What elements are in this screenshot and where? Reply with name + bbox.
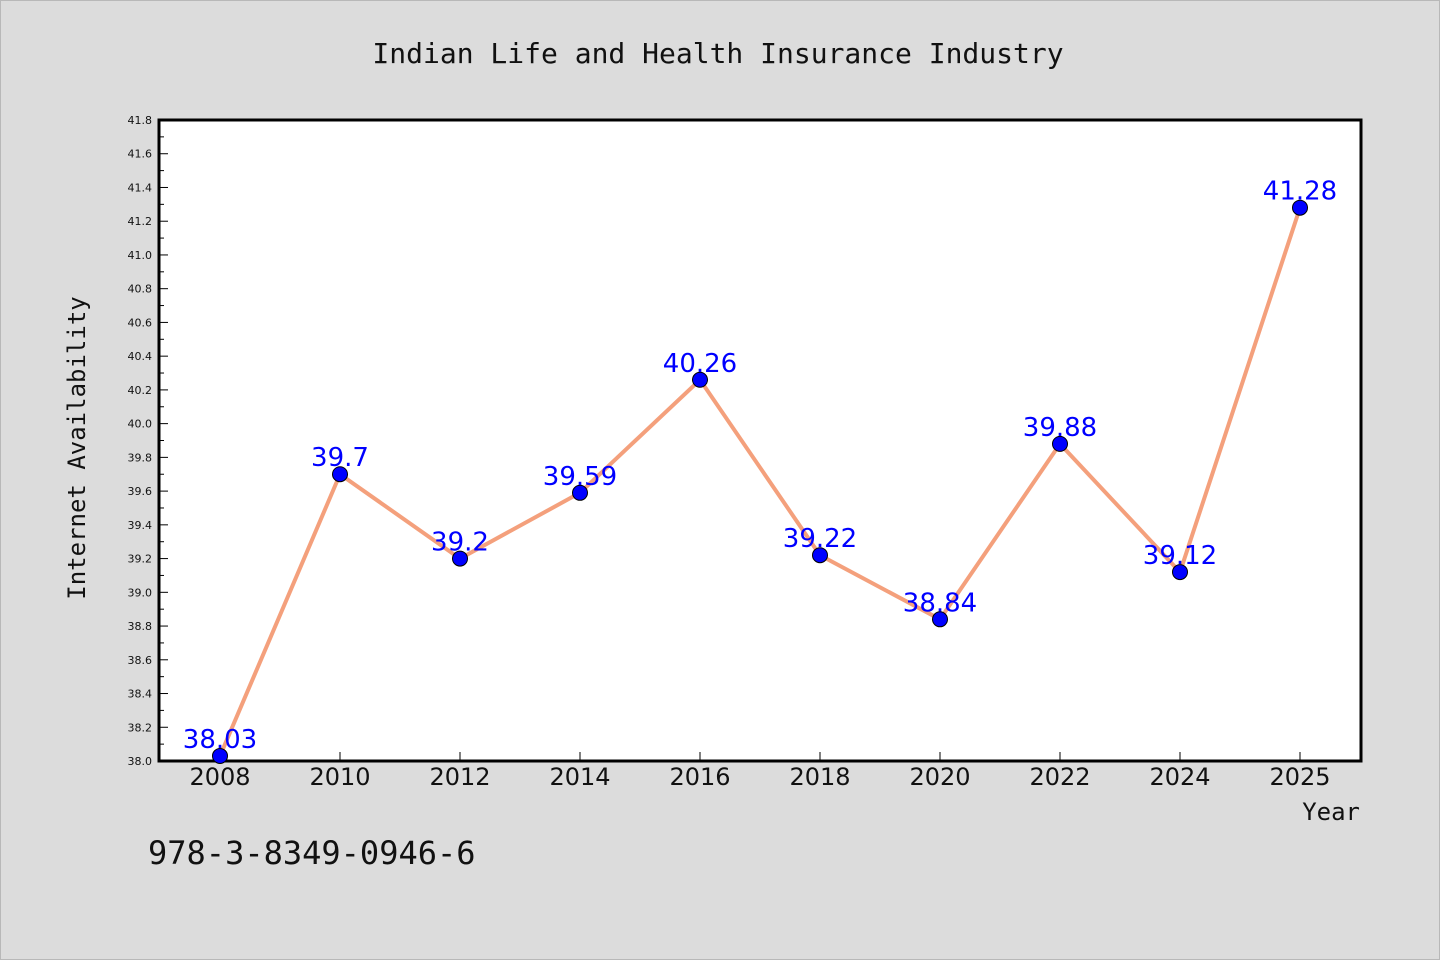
y-tick-label: 41.0 <box>128 249 153 262</box>
x-axis-ticks: 2008 2010 2012 2014 2016 2018 2020 2022 2024 2025 <box>189 752 1331 791</box>
x-tick-label: 2020 <box>909 763 970 791</box>
data-point <box>692 371 708 388</box>
x-tick-label: 2012 <box>429 763 490 791</box>
data-point <box>1292 199 1308 216</box>
series-layer: 38.03 39.7 39.2 39.59 40.26 39.22 38.84 39.88 39… <box>183 177 1337 764</box>
x-tick-label: 2010 <box>309 763 370 791</box>
data-point <box>212 747 228 764</box>
y-tick-label: 38.2 <box>128 721 153 734</box>
data-label: 39.12 <box>1143 541 1217 571</box>
x-tick-label: 2024 <box>1149 763 1210 791</box>
data-point <box>1172 564 1188 581</box>
x-axis-label: Year <box>1302 798 1360 826</box>
data-label: 39.88 <box>1023 413 1097 443</box>
y-tick-label: 38.4 <box>128 688 153 701</box>
y-tick-label: 39.8 <box>128 451 153 464</box>
y-tick-label: 40.0 <box>128 418 153 431</box>
y-tick-label: 39.0 <box>128 586 153 599</box>
y-tick-label: 40.2 <box>128 384 153 397</box>
y-axis-ticks: 38.0 38.2 38.4 38.6 38.8 39.0 39.2 39.4 39.6 39.8… <box>128 114 168 768</box>
data-label: 40.26 <box>663 349 737 379</box>
data-label: 38.03 <box>183 725 257 755</box>
y-tick-label: 41.8 <box>128 114 153 127</box>
y-tick-label: 40.6 <box>128 316 153 329</box>
y-tick-label: 40.4 <box>128 350 153 363</box>
data-label: 39.7 <box>311 443 369 473</box>
chart-title: Indian Life and Health Insurance Industr… <box>372 37 1063 70</box>
y-tick-label: 41.4 <box>128 181 153 194</box>
x-tick-label: 2014 <box>549 763 610 791</box>
data-point <box>932 611 948 628</box>
data-label: 38.84 <box>903 588 977 618</box>
data-point <box>1052 435 1068 452</box>
data-label: 41.28 <box>1263 177 1337 207</box>
y-tick-label: 40.8 <box>128 283 153 296</box>
x-tick-label: 2022 <box>1029 763 1090 791</box>
data-point <box>812 547 828 564</box>
y-tick-label: 38.0 <box>128 755 153 768</box>
y-tick-label: 39.4 <box>128 519 153 532</box>
x-tick-label: 2016 <box>669 763 730 791</box>
isbn-footer: 978-3-8349-0946-6 <box>148 834 476 872</box>
y-tick-label: 38.8 <box>128 620 153 633</box>
x-tick-label: 2018 <box>789 763 850 791</box>
data-point <box>572 484 588 501</box>
series-line <box>218 207 1302 757</box>
y-tick-label: 39.2 <box>128 553 153 566</box>
plot-area <box>157 118 1363 763</box>
data-label: 39.22 <box>783 524 857 554</box>
y-axis-label: Internet Availability <box>63 296 91 599</box>
x-tick-label: 2008 <box>189 763 250 791</box>
y-tick-label: 41.6 <box>128 148 153 161</box>
y-tick-label: 38.6 <box>128 654 153 667</box>
y-tick-label: 39.6 <box>128 485 153 498</box>
data-point <box>452 550 468 567</box>
x-tick-label: 2025 <box>1269 763 1330 791</box>
y-tick-label: 41.2 <box>128 215 153 228</box>
data-label: 39.59 <box>543 462 617 492</box>
data-point <box>332 466 348 483</box>
data-label: 39.2 <box>431 528 489 558</box>
